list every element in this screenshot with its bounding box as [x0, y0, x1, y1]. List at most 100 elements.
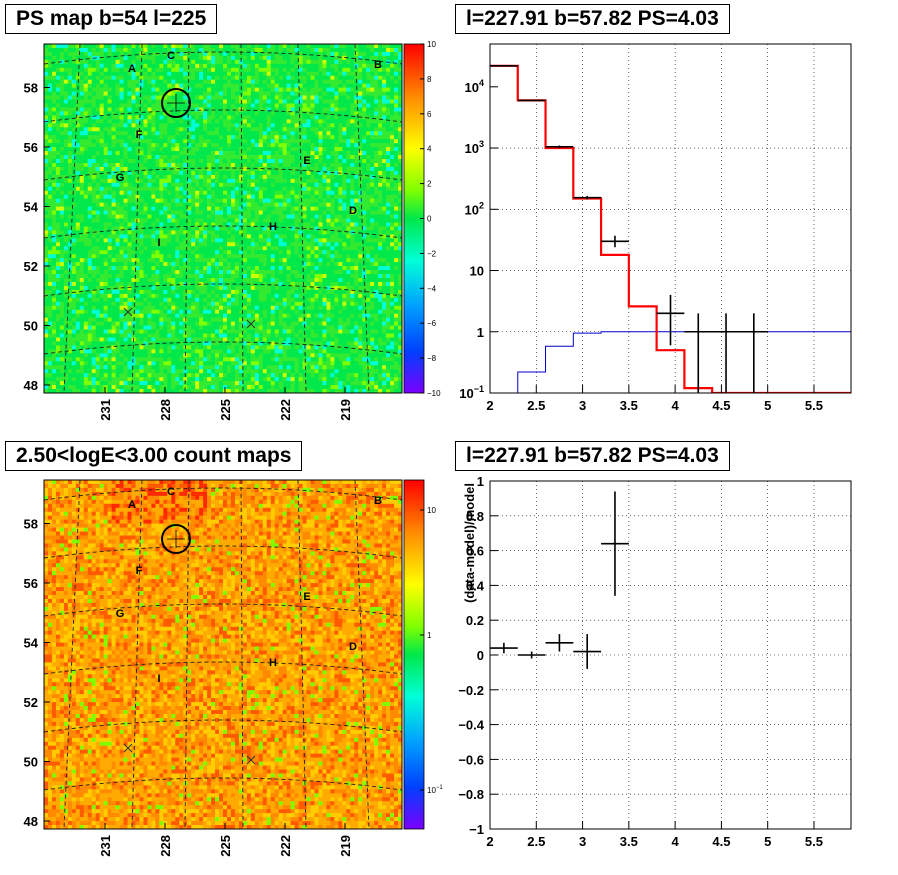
longitude-line	[0, 44, 18, 393]
x-tick-label: 4	[672, 834, 680, 849]
source-label-i: I	[157, 673, 160, 685]
y-tick-label: 50	[24, 755, 38, 770]
y-tick-label: −0.2	[458, 683, 484, 698]
longitude-line	[240, 44, 244, 393]
count-map-title: 2.50<logE<3.00 count maps	[5, 441, 303, 471]
colorbar	[403, 479, 425, 830]
heatmap-cells	[44, 480, 402, 829]
colorbar-tick-label: −2	[427, 249, 437, 258]
x-tick-label: 219	[338, 835, 353, 857]
spectrum-series	[490, 64, 851, 393]
cross-marker	[246, 755, 256, 765]
x-tick-label: 3	[579, 834, 586, 849]
latitude-line	[44, 603, 402, 617]
spectrum-title: l=227.91 b=57.82 PS=4.03	[455, 4, 730, 34]
heatmap-cells	[44, 44, 402, 393]
ps-map-panel: A B C D E F G H I 231 228 225 222 219 48 50 52 54 56 58 10 8 6…	[0, 40, 442, 421]
source-label-e: E	[303, 155, 310, 167]
coordinate-grid	[0, 480, 402, 829]
x-tick-label: 3	[579, 398, 586, 413]
source-label-i: I	[157, 237, 160, 249]
longitude-line	[63, 480, 81, 829]
y-tick-label: 58	[24, 517, 38, 532]
y-tick-label: 0.2	[466, 613, 484, 628]
y-tick-label: 54	[24, 636, 39, 651]
longitude-line	[184, 44, 190, 393]
latitude-line	[44, 545, 402, 559]
colorbar-tick-label: −6	[427, 319, 437, 328]
colorbar-tick-label: −10	[427, 389, 441, 398]
selected-source-crosshair	[167, 530, 185, 548]
y-tick-label: 104	[465, 78, 484, 95]
source-label-g: G	[116, 608, 125, 620]
x-tick-label: 231	[98, 399, 113, 421]
latitude-line	[44, 225, 402, 239]
y-tick-label: 0	[477, 648, 484, 663]
longitude-line	[0, 480, 18, 829]
residual-panel: 2 2.5 3 3.5 4 4.5 5 5.5 1 0.8 0.6 0.4 0.2 0 −0.2 −0.4 −0…	[458, 474, 852, 849]
latitude-line	[44, 283, 402, 297]
latitude-line	[44, 109, 402, 123]
y-tick-label: 48	[24, 814, 38, 829]
colorbar-tick-label: 10	[427, 506, 436, 515]
coordinate-grid	[0, 44, 402, 393]
y-axis-label: (data-model)/model	[462, 483, 477, 603]
latitude-line	[44, 487, 402, 501]
x-tick-label: 2	[486, 834, 493, 849]
y-tick-label: −1	[469, 822, 484, 837]
x-tick-label: 2.5	[527, 834, 545, 849]
x-tick-label: 4	[672, 398, 680, 413]
source-label-d: D	[349, 641, 357, 653]
x-tick-label: 219	[338, 399, 353, 421]
x-tick-label: 3.5	[620, 398, 638, 413]
source-label-g: G	[116, 172, 125, 184]
colorbar-tick-label: −4	[427, 284, 437, 293]
y-tick-label: 0.6	[466, 544, 484, 559]
ps-map-title: PS map b=54 l=225	[5, 4, 218, 34]
y-tick-label: 48	[24, 378, 38, 393]
source-label-e: E	[303, 591, 310, 603]
y-tick-label: 58	[24, 81, 38, 96]
cross-marker	[246, 319, 256, 329]
colorbar-tick-label: −8	[427, 354, 437, 363]
x-tick-label: 5.5	[805, 398, 823, 413]
cross-marker	[123, 307, 133, 317]
y-tick-label: 102	[465, 200, 484, 217]
source-label-b: B	[374, 495, 382, 507]
selected-source-circle	[161, 88, 191, 118]
source-label-h: H	[269, 221, 277, 233]
x-tick-label: 228	[158, 399, 173, 421]
x-tick-label: 3.5	[620, 834, 638, 849]
colorbar-tick-label: 8	[427, 75, 432, 84]
x-tick-label: 5	[764, 398, 771, 413]
spectrum-frame	[489, 43, 852, 394]
y-tick-label: 54	[24, 200, 39, 215]
longitude-line	[354, 44, 370, 393]
x-tick-label: 2	[486, 398, 493, 413]
latitude-line	[44, 341, 402, 355]
x-tick-label: 222	[278, 399, 293, 421]
latitude-line	[44, 719, 402, 733]
cross-marker	[123, 743, 133, 753]
colorbar-tick-label: 4	[427, 145, 432, 154]
longitude-line	[131, 44, 143, 393]
colorbar-tick-label: 10	[427, 40, 436, 49]
longitude-line	[63, 44, 81, 393]
source-label-c: C	[167, 486, 175, 498]
latitude-line	[44, 661, 402, 675]
y-tick-label: 103	[465, 139, 484, 156]
source-label-h: H	[269, 657, 277, 669]
source-label-a: A	[128, 63, 136, 75]
colorbar-tick-label: 2	[427, 180, 432, 189]
y-tick-label: 10	[470, 264, 484, 279]
source-label-f: F	[136, 129, 143, 141]
source-label-a: A	[128, 499, 136, 511]
y-tick-label: 50	[24, 319, 38, 334]
y-tick-label: 1	[477, 474, 484, 489]
y-tick-label: 56	[24, 140, 38, 155]
map-frame	[43, 479, 403, 830]
x-tick-label: 222	[278, 835, 293, 857]
x-tick-label: 231	[98, 835, 113, 857]
